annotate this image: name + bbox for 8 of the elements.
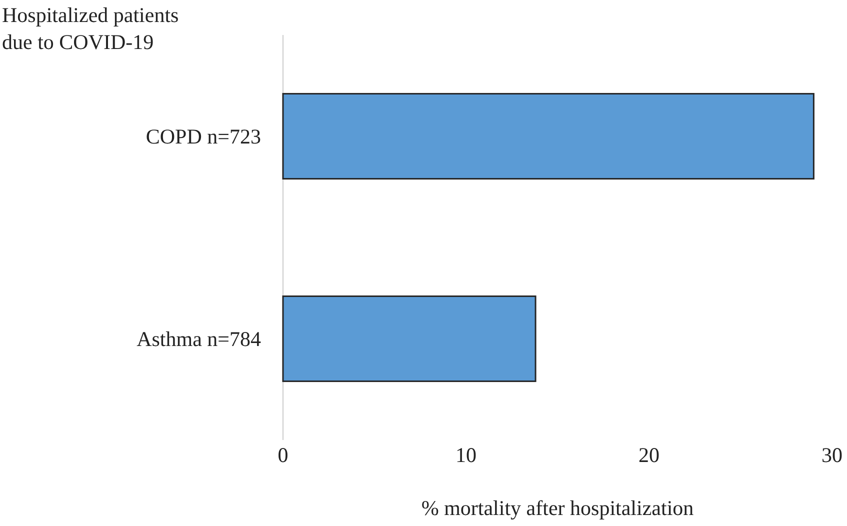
- y-axis-title: Hospitalized patients due to COVID-19: [2, 3, 179, 54]
- x-tick-label: 10: [456, 443, 476, 467]
- x-tick-label: 30: [822, 443, 842, 467]
- x-tick-label: 20: [638, 443, 660, 467]
- y-tick-label: Asthma n=784: [136, 326, 262, 351]
- x-tick-label: 0: [278, 443, 288, 467]
- x-axis-title: % mortality after hospitalization: [421, 496, 694, 520]
- y-tick-label: COPD n=723: [146, 124, 261, 148]
